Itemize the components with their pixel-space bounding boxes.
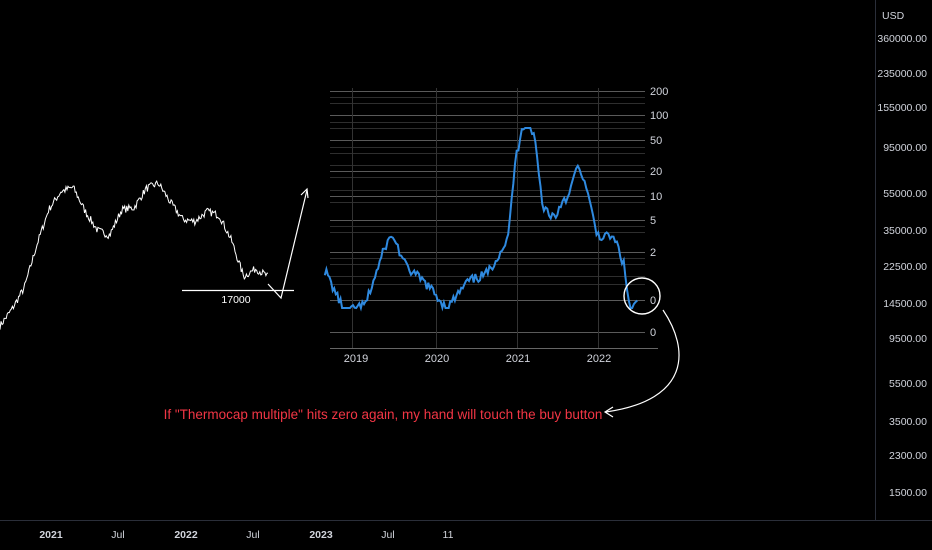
- time-tick-label: 2021: [39, 529, 63, 541]
- inset-y-tick: 0: [650, 327, 656, 339]
- inset-y-tick: 20: [650, 166, 662, 178]
- price-tick-label: 155000.00: [877, 102, 927, 114]
- curved-arrow-head: [603, 406, 614, 418]
- inset-y-tick: 100: [650, 110, 668, 122]
- price-tick-label: 55000.00: [883, 188, 927, 200]
- inset-x-tick: 2021: [506, 353, 530, 365]
- time-tick-label: 2023: [309, 529, 333, 541]
- price-tick-label: 22500.00: [883, 261, 927, 273]
- inset-y-tick: 200: [650, 86, 668, 98]
- price-tick-label: 14500.00: [883, 298, 927, 310]
- price-tick-label: 1500.00: [889, 487, 927, 499]
- inset-y-tick: 10: [650, 191, 662, 203]
- time-tick-label: 2022: [174, 529, 198, 541]
- time-axis[interactable]: 2021 Jul 2022 Jul 2023 Jul 11: [0, 520, 932, 542]
- currency-label: USD: [882, 10, 905, 22]
- price-tick-label: 5500.00: [889, 378, 927, 390]
- time-tick-label: Jul: [246, 529, 259, 541]
- inset-x-tick: 2020: [425, 353, 449, 365]
- price-axis[interactable]: USD 360000.00 235000.00 155000.00 95000.00 5…: [875, 0, 928, 520]
- price-tick-label: 235000.00: [877, 68, 927, 80]
- time-tick-label: Jul: [111, 529, 124, 541]
- time-tick-label: 11: [443, 529, 454, 541]
- curved-arrow-path[interactable]: [605, 309, 680, 413]
- highlight-circle[interactable]: [623, 277, 661, 315]
- inset-x-tick: 2022: [587, 353, 611, 365]
- projection-arrow-head: [300, 187, 309, 199]
- price-tick-label: 2300.00: [889, 450, 927, 462]
- inset-y-tick: 5: [650, 215, 656, 227]
- price-tick-label: 3500.00: [889, 416, 927, 428]
- time-tick-label: Jul: [381, 529, 394, 541]
- inset-y-tick: 0: [650, 295, 656, 307]
- thermocap-multiple-line: [323, 127, 638, 312]
- price-tick-label: 35000.00: [883, 225, 927, 237]
- buy-note-text[interactable]: If "Thermocap multiple" hits zero again,…: [164, 407, 603, 422]
- inset-x-tick-labels: 2019 2020 2021 2022: [344, 353, 611, 365]
- price-tick-label: 360000.00: [877, 33, 927, 45]
- projection-arrow-path[interactable]: [267, 189, 308, 300]
- inset-x-tick: 2019: [344, 353, 368, 365]
- main-price-line: [0, 179, 269, 330]
- support-level-label: 17000: [221, 294, 250, 306]
- inset-gridlines: [330, 91, 645, 333]
- inset-y-tick: 2: [650, 247, 656, 259]
- inset-y-tick: 50: [650, 135, 662, 147]
- price-tick-label: 9500.00: [889, 333, 927, 345]
- bottom-highlight-annotation[interactable]: [603, 277, 680, 418]
- price-tick-label: 95000.00: [883, 142, 927, 154]
- support-level-drawing[interactable]: 17000: [182, 187, 309, 306]
